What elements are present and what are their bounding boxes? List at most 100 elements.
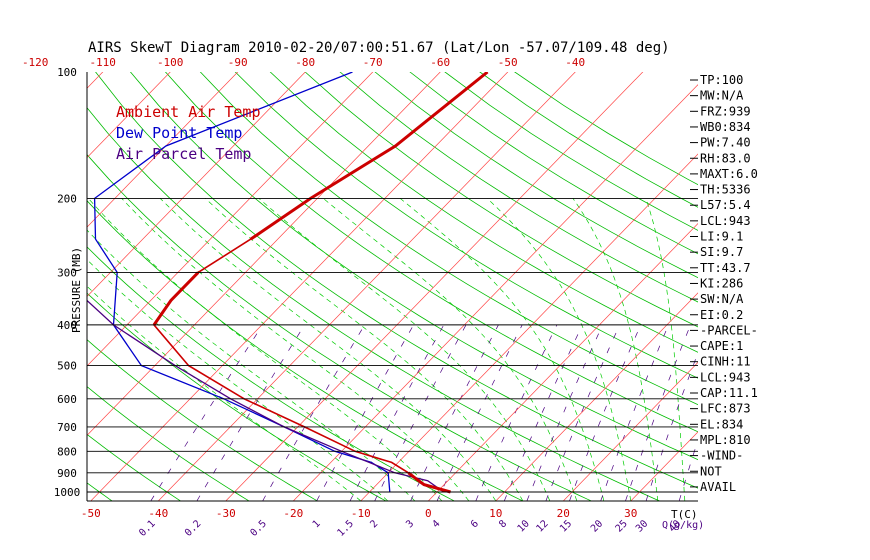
- ambient-thick-segments: [152, 72, 489, 494]
- index-label: -WIND-: [700, 449, 743, 463]
- pressure-tick-label: 300: [57, 266, 77, 279]
- y-axis-label: PRESSURE (MB): [70, 247, 83, 333]
- mixing-ratio-line: [545, 324, 620, 501]
- moist-adiabat: [88, 198, 443, 501]
- isotherm: [495, 292, 698, 501]
- top-temp-tick-label: -90: [228, 56, 248, 69]
- pressure-tick-label: 900: [57, 467, 77, 480]
- x-unit-label: T(C): [671, 508, 698, 521]
- index-label: SI:9.7: [700, 245, 743, 259]
- mixing-ratio-tick-label: 2: [368, 518, 380, 530]
- isotherm: [562, 361, 698, 501]
- dry-adiabat: [87, 153, 593, 501]
- dry-adiabat: [95, 72, 698, 489]
- legend: Ambient Air Temp Dew Point Temp Air Parcel…: [116, 103, 261, 163]
- pressure-tick-label: 800: [57, 445, 77, 458]
- mixing-ratio-tick-label: 0.5: [248, 518, 269, 539]
- isotherm: [813, 40, 870, 522]
- top-temp-tick-label: -80: [295, 56, 315, 69]
- mixing-ratio-tick-label: 4: [430, 518, 442, 530]
- isotherm: [87, 72, 239, 228]
- isotherm: [427, 222, 698, 501]
- bottom-temp-tick-label: 0: [425, 507, 432, 520]
- isotherm: [87, 72, 171, 159]
- index-label: SW:N/A: [700, 292, 744, 306]
- dry-adiabat: [0, 0, 55, 509]
- index-label: LCL:943: [700, 370, 751, 384]
- mixing-ratio-tick-label: 15: [558, 518, 574, 534]
- pressure-tick-label: 200: [57, 192, 77, 205]
- dry-adiabat: [409, 72, 698, 255]
- index-label: PW:7.40: [700, 136, 751, 150]
- legend-item: Air Parcel Temp: [116, 145, 251, 163]
- mixing-ratio-line: [374, 324, 467, 501]
- isotherm: [87, 72, 441, 436]
- bottom-temp-tick-label: 10: [489, 507, 502, 520]
- moist-adiabat: [258, 198, 551, 501]
- mixing-ratio-tick-label: 30: [634, 518, 650, 534]
- pressure-tick-label: 100: [57, 66, 77, 79]
- dry-adiabat: [164, 72, 698, 433]
- mixing-ratio-tick-label: 0.1: [137, 518, 158, 539]
- bottom-temp-tick-label: -20: [283, 507, 303, 520]
- index-label: TT:43.7: [700, 261, 751, 275]
- bottom-temp-tick-label: -40: [148, 507, 168, 520]
- moist-adiabat: [87, 258, 389, 501]
- background-lines: [0, 0, 870, 522]
- index-label: TP:100: [700, 73, 743, 87]
- dry-adiabat: [87, 246, 456, 501]
- index-label: LFC:873: [700, 402, 751, 416]
- legend-item: Dew Point Temp: [116, 124, 242, 142]
- pressure-tick-label: 500: [57, 360, 77, 373]
- mixing-ratio-tick-label: 0.2: [183, 518, 204, 539]
- chart-title: AIRS SkewT Diagram 2010-02-20/07:00:51.6…: [88, 40, 670, 56]
- bottom-temp-tick-label: -50: [81, 507, 101, 520]
- ambient-thick-segment: [407, 471, 451, 494]
- isotherm: [225, 72, 644, 501]
- index-label: TH:5336: [700, 183, 751, 197]
- moist-adiabat: [87, 285, 362, 501]
- dry-adiabat: [479, 72, 698, 208]
- legend-item: Ambient Air Temp: [116, 103, 261, 121]
- top-temp-tick-label: -50: [498, 56, 518, 69]
- moist-adiabat: [87, 229, 416, 501]
- isotherm: [90, 72, 509, 501]
- index-label: FRZ:939: [700, 104, 751, 118]
- moist-adiabat: [205, 198, 524, 501]
- dry-adiabat: [234, 72, 698, 379]
- dry-adiabat: [87, 386, 250, 501]
- mixing-ratio-line: [436, 324, 523, 501]
- bottom-temp-tick-label: 30: [624, 507, 637, 520]
- index-label: LI:9.1: [700, 230, 743, 244]
- bottom-temp-tick-label: 20: [557, 507, 570, 520]
- pressure-tick-label: 700: [57, 421, 77, 434]
- index-label: -PARCEL-: [700, 323, 758, 337]
- dry-adiabat: [87, 200, 524, 501]
- index-label: RH:83.0: [700, 151, 751, 165]
- mixing-ratio-tick-label: 10: [516, 518, 532, 534]
- mixing-ratio-line: [503, 324, 583, 501]
- bottom-temp-tick-label: -30: [216, 507, 236, 520]
- dry-adiabat: [374, 72, 698, 279]
- mixing-ratio-line: [625, 324, 691, 501]
- top-temp-tick-label: -110: [89, 56, 116, 69]
- mixing-ratio-tick-label: 3: [404, 518, 416, 530]
- mixing-ratio-line: [316, 324, 414, 501]
- dry-adiabat: [199, 72, 698, 406]
- index-label: CINH:11: [700, 355, 751, 369]
- mixing-ratio-line: [196, 324, 305, 501]
- moist-adiabat: [159, 198, 497, 501]
- mixing-ratio-line: [526, 324, 604, 501]
- isotherm: [745, 40, 870, 522]
- top-temp-tick-label: -120: [22, 56, 49, 69]
- index-label: WB0:834: [700, 120, 751, 134]
- isotherm: [360, 153, 698, 501]
- top-temp-tick-label: -60: [430, 56, 450, 69]
- mixing-ratio-tick-label: 1: [311, 518, 323, 530]
- index-label: KI:286: [700, 276, 743, 290]
- pressure-tick-label: 1000: [54, 486, 81, 499]
- bottom-temp-tick-label: -10: [351, 507, 371, 520]
- dry-adiabat: [339, 72, 698, 303]
- index-label: EI:0.2: [700, 308, 743, 322]
